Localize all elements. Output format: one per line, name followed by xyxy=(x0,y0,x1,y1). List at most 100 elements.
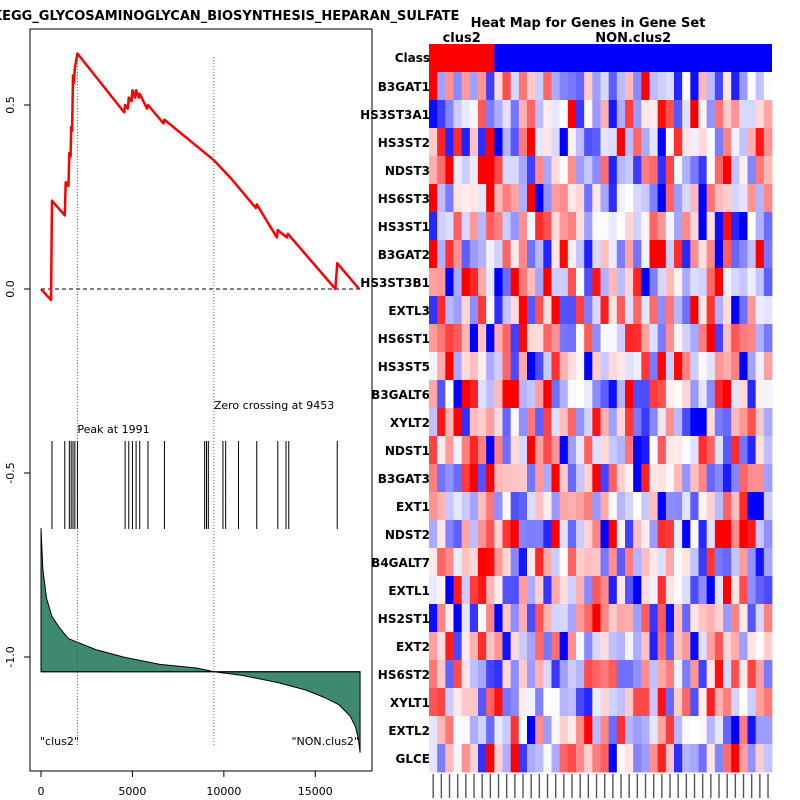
heatmap-cell xyxy=(559,72,569,101)
heatmap-cell xyxy=(755,184,765,213)
heatmap-cell xyxy=(559,268,569,297)
class-bar-segment xyxy=(494,44,772,72)
heatmap-cell xyxy=(657,464,667,493)
heatmap-cell xyxy=(559,576,569,605)
heatmap-cell xyxy=(510,128,520,157)
heatmap-cell xyxy=(690,184,699,213)
heatmap-cell xyxy=(510,576,520,605)
heatmap-cell xyxy=(551,268,561,297)
heatmap-cell xyxy=(739,156,748,185)
heatmap-cell xyxy=(674,632,683,661)
heatmap-cell xyxy=(690,268,699,297)
heatmap-cell xyxy=(478,72,487,101)
heatmap-cell xyxy=(731,100,740,129)
heatmap-cell xyxy=(494,548,503,577)
heatmap-cell xyxy=(461,240,471,269)
heatmap-cell xyxy=(527,156,536,185)
heatmap-cell xyxy=(641,240,650,269)
heatmap-cell xyxy=(518,688,528,717)
heatmap-cell xyxy=(510,464,520,493)
heatmap-cell xyxy=(584,240,593,269)
heatmap-cell xyxy=(518,296,528,325)
heatmap-cell xyxy=(665,352,675,381)
heatmap-cell xyxy=(535,212,544,241)
heatmap-cell xyxy=(429,688,438,717)
heatmap-cell xyxy=(461,576,471,605)
heatmap-cell xyxy=(731,324,740,353)
heatmap-cell xyxy=(437,72,446,101)
heatmap-cell xyxy=(518,212,528,241)
heatmap-cell xyxy=(584,268,593,297)
heatmap-cell xyxy=(665,744,675,773)
heatmap-cell xyxy=(518,240,528,269)
peak-annotation: Peak at 1991 xyxy=(77,423,149,436)
heatmap-cell xyxy=(731,604,740,633)
heatmap-cell xyxy=(682,380,691,409)
heatmap-cell xyxy=(755,380,765,409)
heatmap-cell xyxy=(706,212,716,241)
heatmap-cell xyxy=(682,408,691,437)
heatmap-cell xyxy=(600,576,610,605)
heatmap-cell xyxy=(739,576,748,605)
heatmap-cell xyxy=(576,240,585,269)
heatmap-cell xyxy=(649,296,659,325)
heatmap-cell xyxy=(665,380,675,409)
heatmap-cell xyxy=(527,184,536,213)
heatmap-cell xyxy=(592,72,601,101)
heatmap-cell xyxy=(723,352,732,381)
heatmap-cell xyxy=(494,240,503,269)
heatmap-cell xyxy=(674,604,683,633)
heatmap-cell xyxy=(584,548,593,577)
heatmap-cell xyxy=(559,548,569,577)
heatmap-cell xyxy=(469,268,479,297)
heatmap-cell xyxy=(478,352,487,381)
heatmap-cell xyxy=(494,296,503,325)
heatmap-cell xyxy=(592,212,601,241)
heatmap-cell xyxy=(559,184,569,213)
heatmap-cell xyxy=(763,380,773,409)
heatmap-cell xyxy=(641,352,650,381)
heatmap-cell xyxy=(559,408,569,437)
heatmap-cell xyxy=(600,72,610,101)
heatmap-cell xyxy=(576,72,585,101)
heatmap-cell xyxy=(625,184,634,213)
heatmap-cell xyxy=(567,324,577,353)
heatmap-cell xyxy=(616,380,626,409)
heatmap-cell xyxy=(739,380,748,409)
heatmap-cell xyxy=(608,436,618,465)
heatmap-cell xyxy=(494,604,503,633)
heatmap-cell xyxy=(714,380,724,409)
gene-label: HS6ST1 xyxy=(378,332,430,346)
sample-tick xyxy=(505,774,508,798)
heatmap-cell xyxy=(600,240,610,269)
heatmap-cell xyxy=(469,464,479,493)
heatmap-cell xyxy=(469,100,479,129)
heatmap-cell xyxy=(649,268,659,297)
heatmap-cell xyxy=(633,128,642,157)
heatmap-cell xyxy=(584,660,593,689)
heatmap-cell xyxy=(674,212,683,241)
heatmap-cell xyxy=(616,72,626,101)
heatmap-cell xyxy=(616,604,626,633)
heatmap-cell xyxy=(429,548,438,577)
heatmap-cell xyxy=(657,576,667,605)
heatmap-cell xyxy=(576,100,585,129)
heatmap-cell xyxy=(510,520,520,549)
heatmap-cell xyxy=(584,72,593,101)
sample-tick xyxy=(595,774,598,798)
heatmap-cell xyxy=(543,520,552,549)
heatmap-cell xyxy=(763,212,773,241)
x-tick-label: 10000 xyxy=(206,785,241,798)
heatmap-cell xyxy=(527,716,536,745)
heatmap-cell xyxy=(584,576,593,605)
heatmap-cell xyxy=(437,744,446,773)
heatmap-cell xyxy=(723,380,732,409)
heatmap-cell xyxy=(608,604,618,633)
heatmap-cell xyxy=(633,632,642,661)
heatmap-cell xyxy=(674,240,683,269)
heatmap-cell xyxy=(674,520,683,549)
heatmap-cell xyxy=(731,492,740,521)
sample-tick xyxy=(440,774,443,798)
heatmap-cell xyxy=(478,632,487,661)
heatmap-cell xyxy=(714,688,724,717)
